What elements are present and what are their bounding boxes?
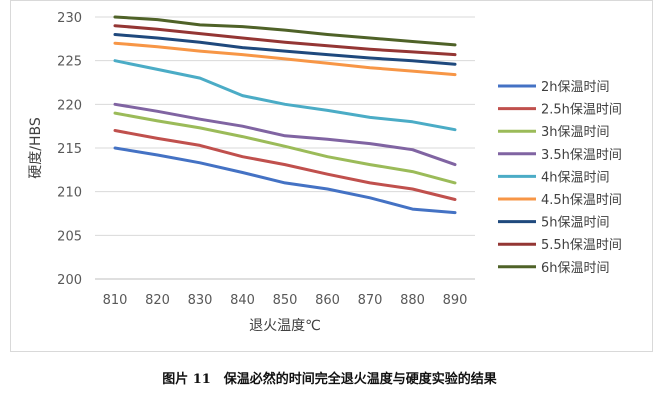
series-line-3 <box>113 111 457 185</box>
x-tick-label: 890 <box>443 293 468 308</box>
x-tick-label: 840 <box>230 293 255 308</box>
series-line-2 <box>113 129 457 201</box>
legend-label-4: 3.5h保温时间 <box>541 148 622 163</box>
x-tick-label: 870 <box>358 293 383 308</box>
legend-label-8: 5.5h保温时间 <box>541 238 622 253</box>
series-line-1 <box>113 146 457 215</box>
series-line-8 <box>113 24 457 57</box>
x-axis-label: 退火温度℃ <box>249 318 321 334</box>
x-tick-label: 860 <box>315 293 340 308</box>
y-tick-label: 205 <box>57 229 82 244</box>
x-tick-label: 880 <box>400 293 425 308</box>
y-axis-label: 硬度/HBS <box>28 117 44 179</box>
legend-label-3: 3h保温时间 <box>541 125 610 140</box>
legend-label-2: 2.5h保温时间 <box>541 103 622 118</box>
series-line-6 <box>113 41 457 77</box>
legend-label-9: 6h保温时间 <box>541 261 610 276</box>
y-tick-label: 210 <box>57 186 82 201</box>
y-tick-label: 225 <box>57 55 82 70</box>
series-line-7 <box>113 33 457 66</box>
legend-label-5: 4h保温时间 <box>541 170 610 185</box>
legend-label-6: 4.5h保温时间 <box>541 193 622 208</box>
y-tick-label: 230 <box>57 11 82 26</box>
x-tick-label: 830 <box>188 293 213 308</box>
series-line-9 <box>113 15 457 47</box>
legend-label-1: 2h保温时间 <box>541 80 610 95</box>
series-line-5 <box>113 59 457 132</box>
x-tick-label: 810 <box>103 293 128 308</box>
x-tick-label: 850 <box>273 293 298 308</box>
x-tick-label: 820 <box>145 293 170 308</box>
figure-caption: 图片 11 保温必然的时间完全退火温度与硬度实验的结果 <box>162 372 497 387</box>
legend-label-7: 5h保温时间 <box>541 216 610 231</box>
y-tick-label: 215 <box>57 142 82 157</box>
y-tick-label: 220 <box>57 98 82 113</box>
series-line-4 <box>113 102 457 167</box>
y-tick-label: 200 <box>57 273 82 288</box>
hardness-line-chart: 200 205 210 215 220 225 230 810 820 830 840 850 860 8… <box>28 11 622 334</box>
